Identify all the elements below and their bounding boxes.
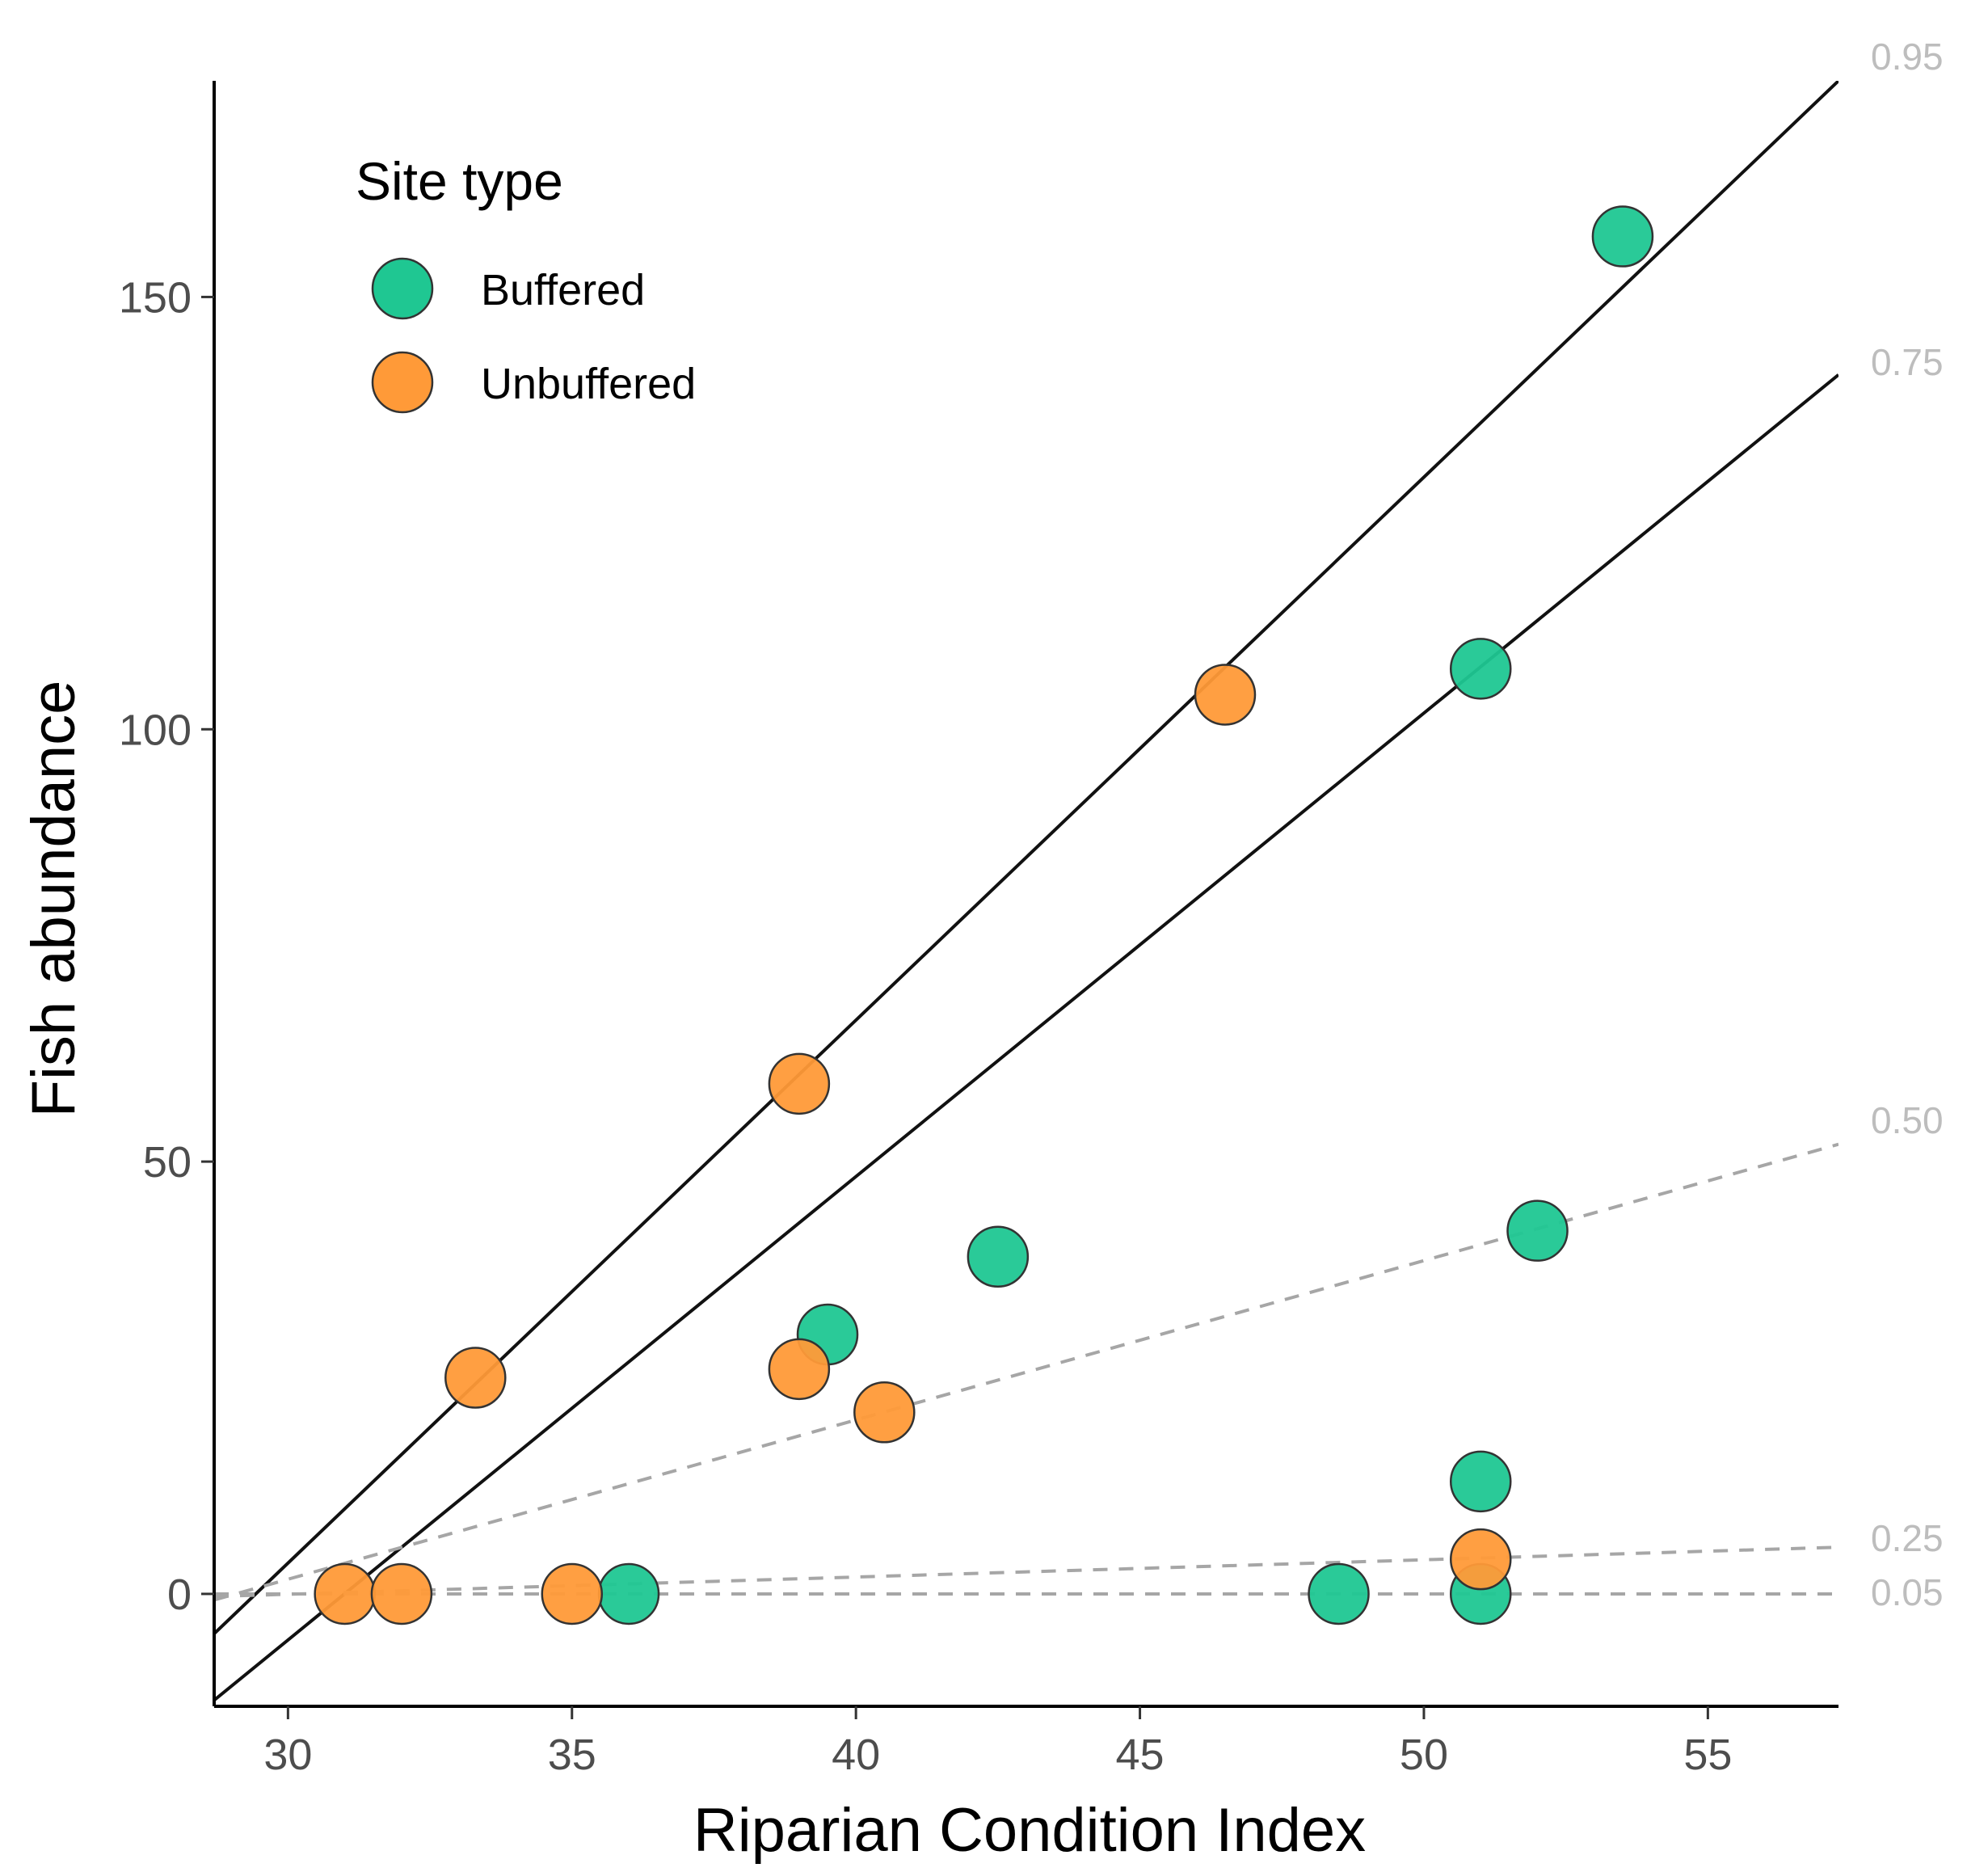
quantile-line-0.25 [214, 1545, 1838, 1599]
point-unbuffered-4 [853, 1381, 916, 1444]
legend-label-unbuffered: Unbuffered [481, 360, 696, 408]
legend-title: Site type [356, 151, 563, 211]
quantile-label-0.50: 0.50 [1871, 1099, 1944, 1141]
x-axis-title: Riparian Condition Index [693, 1796, 1366, 1865]
quantile-labels: 0.95 0.75 0.50 0.25 0.05 [1871, 36, 1944, 1613]
x-tick-label-40: 40 [832, 1731, 880, 1779]
x-tick-label-30: 30 [263, 1731, 312, 1779]
y-tick-label-50: 50 [143, 1138, 192, 1187]
point-buffered-2 [1506, 1200, 1569, 1262]
point-buffered-5 [1449, 1450, 1512, 1513]
quantile-line-0.50 [214, 1142, 1838, 1602]
point-buffered-3 [967, 1225, 1030, 1288]
point-unbuffered-2 [444, 1347, 507, 1409]
quantile-line-0.75 [214, 373, 1838, 1702]
x-tick-label-45: 45 [1116, 1731, 1165, 1779]
quantile-label-0.25: 0.25 [1871, 1517, 1944, 1559]
x-tick-label-35: 35 [548, 1731, 596, 1779]
axes: 30 35 40 45 50 55 0 50 100 150 [119, 81, 1838, 1779]
legend-swatch-buffered [371, 257, 434, 320]
legend: Site type Buffered Unbuffered [356, 151, 696, 414]
legend-label-buffered: Buffered [481, 266, 645, 314]
quantile-label-0.95: 0.95 [1871, 36, 1944, 78]
point-buffered-0 [1591, 205, 1654, 268]
x-tick-label-55: 55 [1683, 1731, 1732, 1779]
y-axis-title: Fish abundance [19, 681, 88, 1118]
quantile-label-0.75: 0.75 [1871, 341, 1944, 383]
point-unbuffered-7 [370, 1562, 433, 1625]
point-unbuffered-3 [768, 1338, 831, 1401]
point-unbuffered-0 [1194, 664, 1257, 726]
point-buffered-6 [597, 1562, 660, 1625]
y-tick-label-150: 150 [119, 273, 192, 322]
point-unbuffered-8 [541, 1562, 604, 1625]
point-buffered-7 [1308, 1562, 1370, 1625]
point-unbuffered-6 [314, 1562, 376, 1625]
point-unbuffered-5 [1449, 1528, 1512, 1591]
point-buffered-1 [1449, 638, 1512, 700]
quantile-label-0.05: 0.05 [1871, 1571, 1944, 1613]
y-tick-label-100: 100 [119, 706, 192, 754]
quantile-lines [214, 81, 1838, 1702]
point-unbuffered-1 [768, 1052, 831, 1115]
legend-swatch-unbuffered [371, 351, 434, 414]
data-points [314, 205, 1654, 1625]
x-tick-label-50: 50 [1400, 1731, 1448, 1779]
y-tick-label-0: 0 [167, 1571, 192, 1619]
